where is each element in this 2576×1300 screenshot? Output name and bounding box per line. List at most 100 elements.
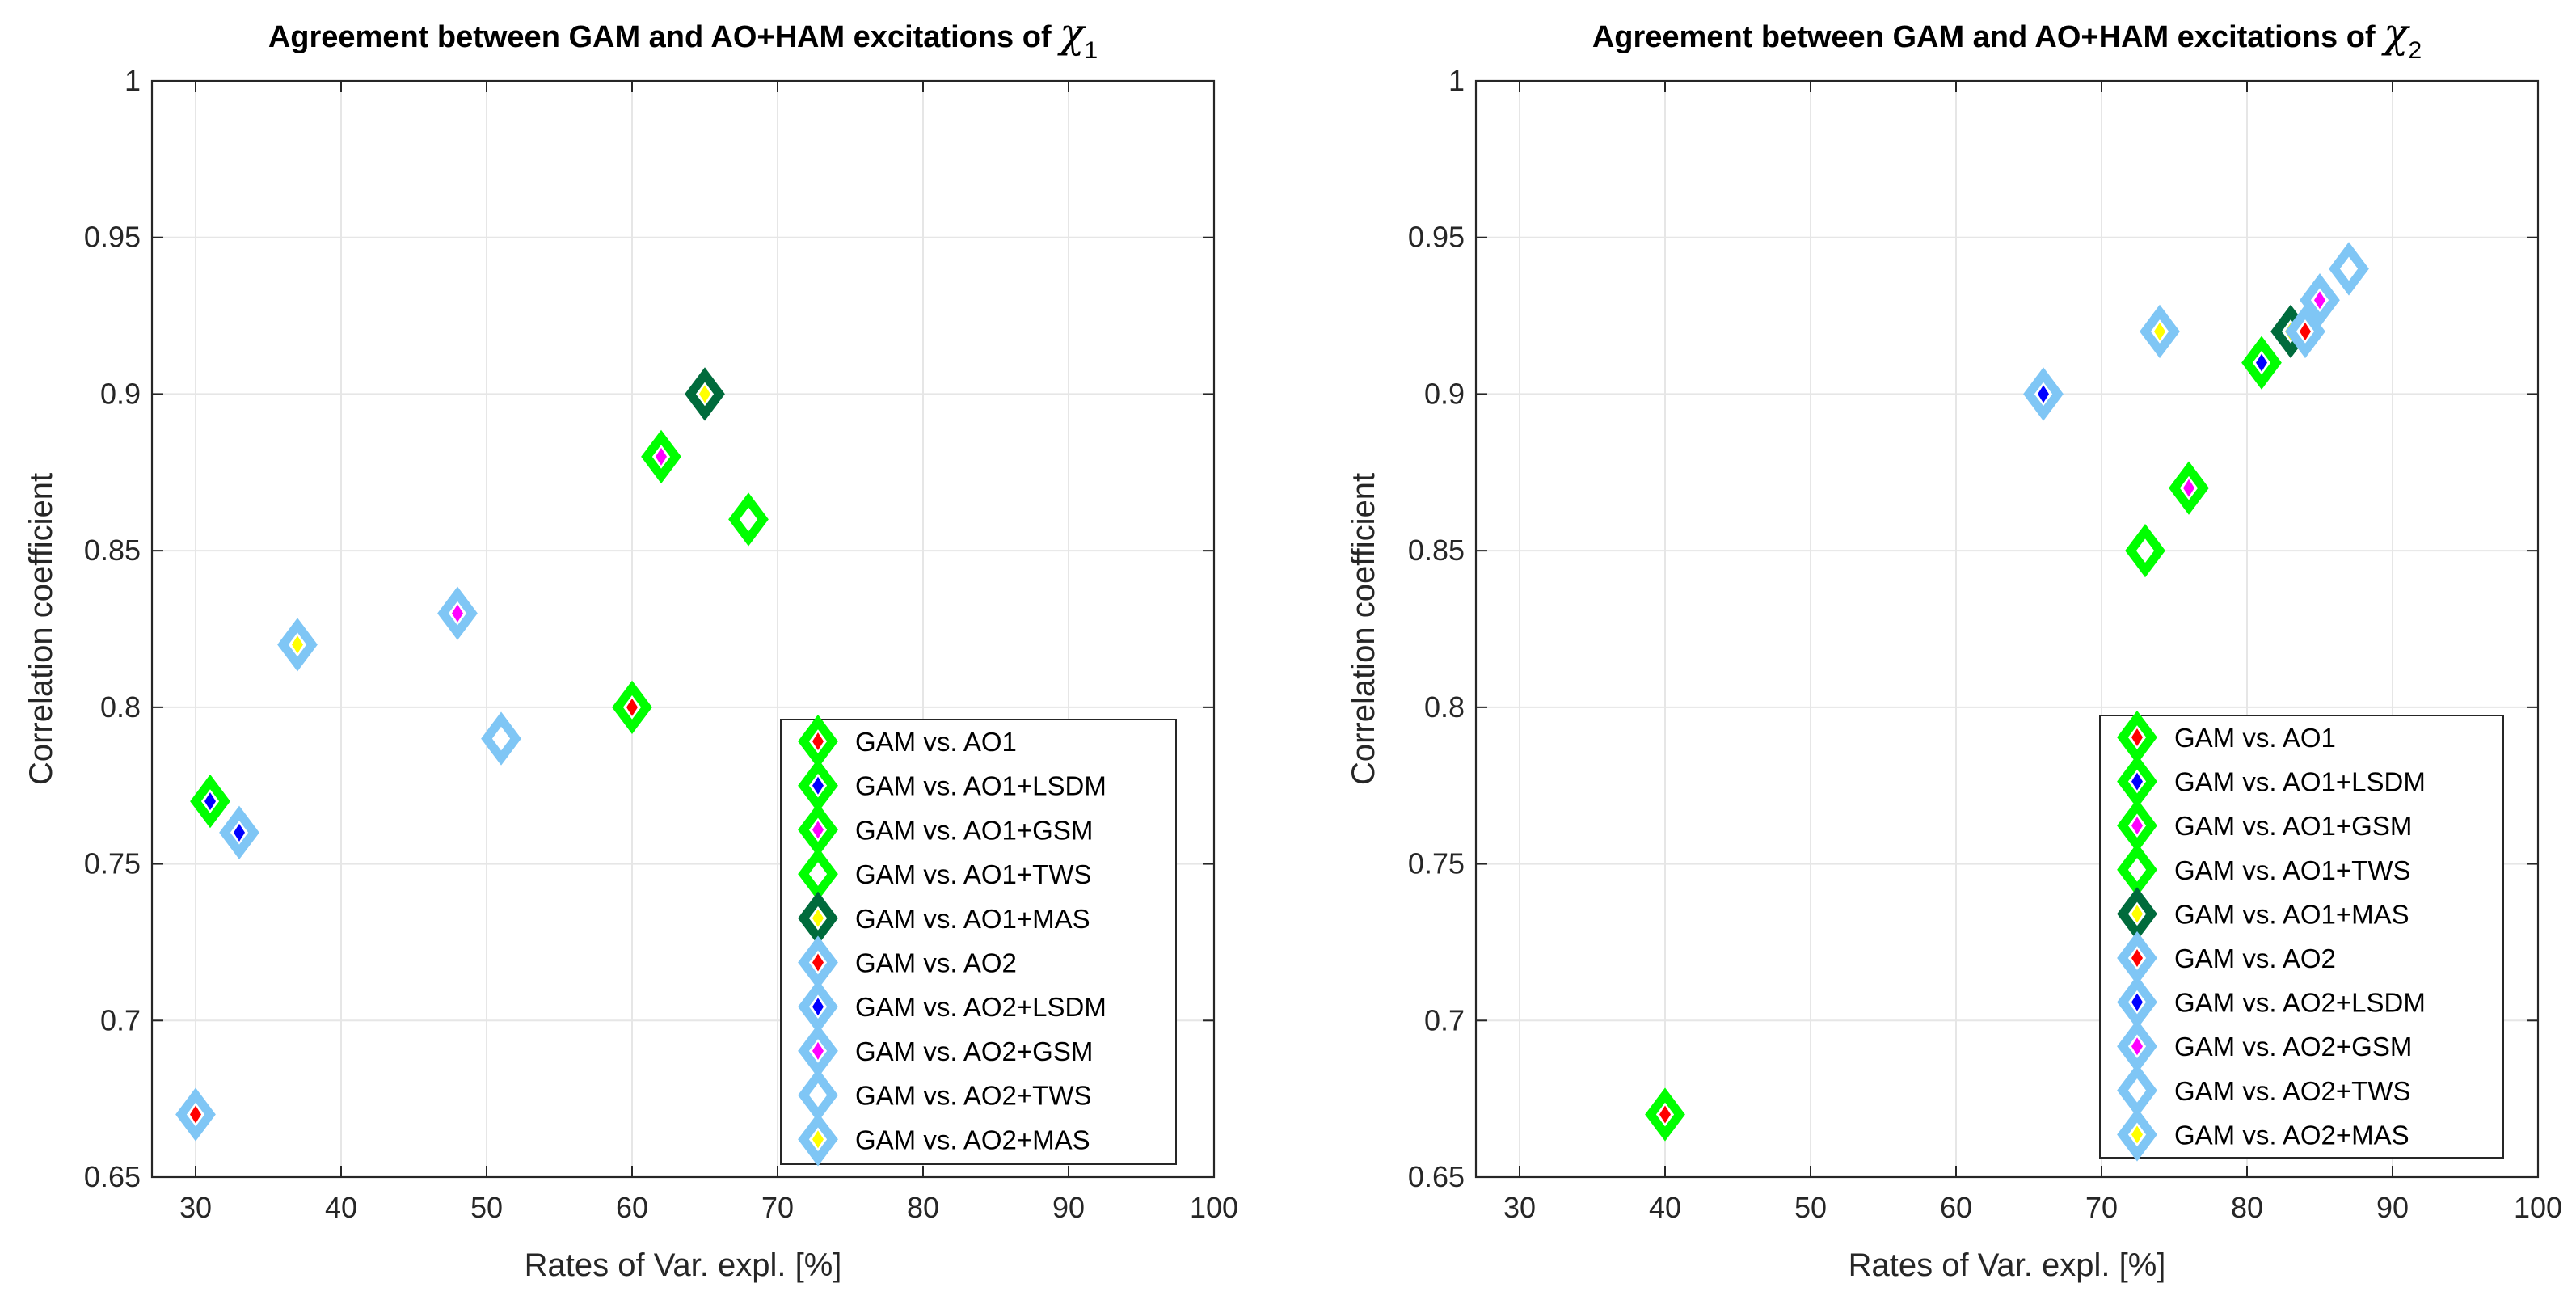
y-tick-label: 0.75 <box>84 847 141 880</box>
marker-center <box>2131 1037 2143 1056</box>
marker-center <box>2140 542 2151 560</box>
legend-marker <box>798 1068 838 1122</box>
y-tick-label: 0.65 <box>1408 1160 1465 1193</box>
plot-frame <box>1474 79 2540 1179</box>
data-point-ao2-gsm <box>437 586 478 640</box>
legend: GAM vs. AO1 GAM vs. AO1+LSDM GAM vs. AO1+G… <box>2099 710 2504 1162</box>
legend-entry: GAM vs. AO2 <box>798 935 1017 990</box>
legend-label: GAM vs. AO1 <box>2174 723 2336 753</box>
y-tick-label: 0.95 <box>1408 221 1465 254</box>
x-tick-labels: 30 40 50 60 70 80 90 100 <box>1503 1191 2562 1224</box>
y-tick-label: 0.7 <box>100 1003 141 1036</box>
x-tick-label: 30 <box>179 1191 212 1224</box>
legend-label: GAM vs. AO1+TWS <box>855 859 1091 889</box>
x-tick-label: 70 <box>2085 1191 2118 1224</box>
data-point-ao1-gsm <box>2169 461 2209 515</box>
legend-box <box>780 719 1177 1165</box>
marker-center <box>2131 817 2143 835</box>
legend-entry: GAM vs. AO1+MAS <box>2117 887 2409 941</box>
marker-center <box>626 698 638 716</box>
marker-center <box>812 1041 824 1060</box>
data-point-ao1-mas <box>685 367 725 421</box>
legend-entry: GAM vs. AO1 <box>2117 710 2336 765</box>
legend-label: GAM vs. AO2 <box>2174 943 2336 973</box>
marker-center <box>2131 1125 2143 1144</box>
marker-center <box>2131 1081 2143 1100</box>
legend-marker <box>798 1112 838 1167</box>
data-point-ao1 <box>1645 1087 1685 1142</box>
x-tick-label: 100 <box>2514 1191 2562 1224</box>
x-tick-label: 40 <box>1649 1191 1681 1224</box>
marker-center <box>656 447 667 466</box>
marker-center <box>699 385 710 403</box>
data-point-ao1-tws <box>2125 523 2165 578</box>
marker-center <box>204 792 216 811</box>
legend-entry: GAM vs. AO1+TWS <box>798 846 1091 901</box>
x-tick-label: 60 <box>616 1191 648 1224</box>
legend-label: GAM vs. AO1 <box>855 727 1017 757</box>
marker-center <box>2131 905 2143 923</box>
legend-label: GAM vs. AO1+TWS <box>2174 855 2410 885</box>
y-tick-label: 0.85 <box>1408 534 1465 567</box>
x-tick-label: 40 <box>325 1191 357 1224</box>
data-point-ao1-gsm <box>641 429 681 484</box>
chart-title: Agreement between GAM and AO+HAM excitat… <box>1592 10 2422 64</box>
marker-center <box>812 776 824 795</box>
x-tick-label: 30 <box>1503 1191 1536 1224</box>
legend-box <box>2099 715 2504 1159</box>
data-point-ao2-tws <box>2329 242 2369 296</box>
marker-center <box>190 1105 201 1124</box>
x-axis-label: Rates of Var. expl. [%] <box>1849 1247 2166 1283</box>
marker-center <box>812 953 824 972</box>
chart-title-text: Agreement between GAM and AO+HAM excitat… <box>1592 20 2384 54</box>
marker-center <box>812 732 824 750</box>
x-tick-label: 90 <box>1052 1191 1085 1224</box>
chart-title-text: Agreement between GAM and AO+HAM excitat… <box>268 20 1060 54</box>
plot-frame <box>150 79 1216 1179</box>
x-tick-label: 90 <box>2376 1191 2409 1224</box>
data-point-ao2-lsdm <box>2023 367 2064 421</box>
legend-entry: GAM vs. AO2 <box>2117 931 2336 986</box>
marker-center <box>234 823 245 842</box>
marker-center <box>812 909 824 927</box>
legend-label: GAM vs. AO2+TWS <box>855 1081 1091 1111</box>
chart-title: Agreement between GAM and AO+HAM excitat… <box>268 10 1098 64</box>
data-markers <box>175 367 769 1142</box>
chart-panel-chi2: 30 40 50 60 70 80 90 100 0.650.70.750.80.850.90… <box>1346 10 2562 1283</box>
y-tick-labels: 0.65 0.7 0.75 0.8 0.85 0.9 0.95 1 <box>1408 64 1465 1193</box>
legend: GAM vs. AO1 GAM vs. AO1+LSDM GAM vs. AO1+G… <box>780 714 1177 1167</box>
data-point-ao1 <box>612 680 652 735</box>
y-axis-label: Correlation coefficient <box>23 473 59 785</box>
legend-label: GAM vs. AO2+LSDM <box>855 992 1107 1022</box>
legend-label: GAM vs. AO1+LSDM <box>2174 767 2426 797</box>
data-markers <box>1645 242 2369 1142</box>
legend-label: GAM vs. AO2+MAS <box>2174 1120 2409 1150</box>
marker-center <box>2300 322 2311 340</box>
y-tick-label: 0.95 <box>84 221 141 254</box>
legend-marker <box>2117 1108 2157 1162</box>
marker-center <box>2343 260 2355 278</box>
marker-center <box>2131 949 2143 967</box>
x-tick-label: 70 <box>761 1191 794 1224</box>
y-tick-label: 1 <box>124 64 141 97</box>
marker-center <box>2314 291 2325 310</box>
chart-title-subscript: 1 <box>1084 37 1098 64</box>
legend-entry: GAM vs. AO1+MAS <box>798 891 1090 945</box>
x-axis-label: Rates of Var. expl. [%] <box>525 1247 842 1283</box>
y-tick-label: 0.9 <box>100 377 141 410</box>
y-tick-labels: 0.65 0.7 0.75 0.8 0.85 0.9 0.95 1 <box>84 64 141 1193</box>
data-point-ao2-gsm <box>2300 273 2340 327</box>
data-point-ao1-tws <box>728 492 769 547</box>
legend-label: GAM vs. AO1+GSM <box>855 815 1093 845</box>
marker-center <box>2131 993 2143 1011</box>
chart-title-symbol: χ <box>2381 10 2410 57</box>
legend-entry: GAM vs. AO2+GSM <box>798 1024 1093 1078</box>
marker-center <box>812 821 824 839</box>
marker-center <box>2131 860 2143 879</box>
legend-marker <box>2117 754 2157 808</box>
chart-title-subscript: 2 <box>2408 37 2422 64</box>
legend-entry: GAM vs. AO2+TWS <box>798 1068 1091 1122</box>
legend-label: GAM vs. AO2+GSM <box>2174 1032 2412 1062</box>
legend-label: GAM vs. AO2+MAS <box>855 1125 1090 1154</box>
